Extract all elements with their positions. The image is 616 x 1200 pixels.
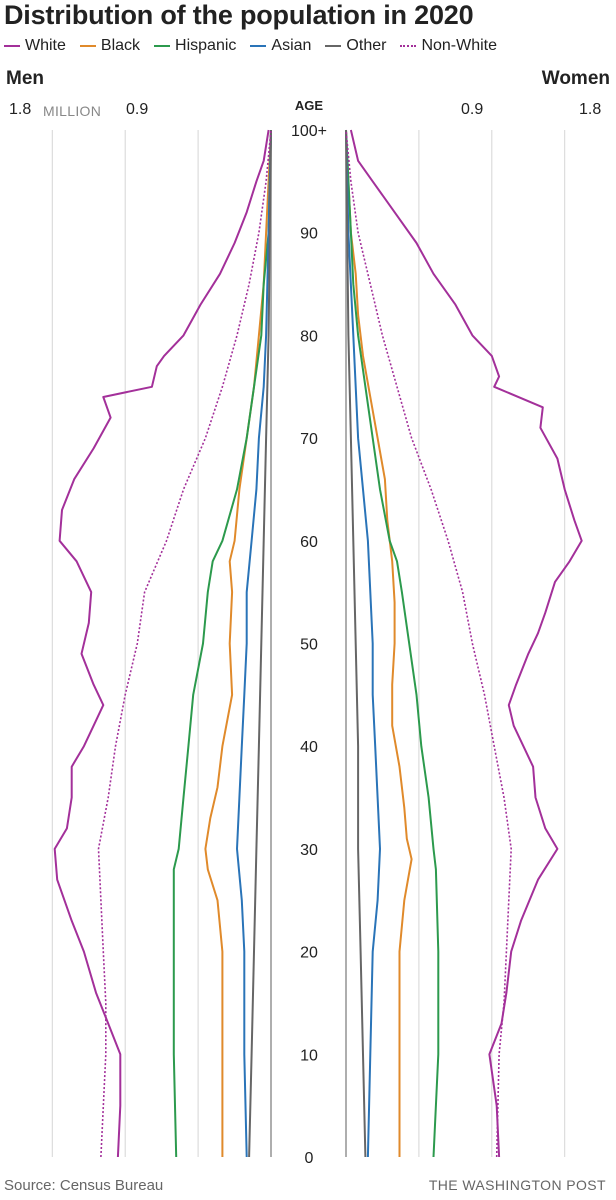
black-women-line [345,129,413,1157]
legend-label: Black [100,37,141,54]
gridlines [51,130,566,1157]
title-year: 2020 [414,0,474,30]
age-axis-label: AGE [294,98,324,113]
other-women-line [345,129,367,1158]
women-label: Women [541,68,610,89]
legend-label: Other [346,37,387,54]
other-men-line [248,129,272,1158]
age-tick-label: 90 [300,226,318,243]
legend-item-black: Black [79,37,141,55]
age-tick-label: 80 [300,328,318,345]
legend-swatch [4,45,20,47]
age-tick-label: 70 [300,431,318,448]
publisher-credit: THE WASHINGTON POST [428,1177,606,1193]
asian-men-line [236,129,272,1158]
age-tick-label: 10 [300,1047,318,1064]
age-tick-label: 30 [300,842,318,859]
source-note: Source: Census Bureau [4,1177,164,1194]
legend-swatch [325,45,342,47]
legend-item-non-white: Non-White [400,37,497,55]
hispanic-men-line [172,129,272,1158]
title-prefix: Distribution of the population in [4,0,415,30]
hispanic-women-line [345,129,440,1158]
legend-item-asian: Asian [250,37,311,55]
age-tick-label: 40 [300,739,318,756]
legend-item-other: Other [325,37,386,55]
age-tick-label: 100+ [291,123,327,140]
legend-swatch [154,45,171,47]
chart-title: Distribution of the population in 2020 [4,0,474,31]
legend-swatch [79,45,96,47]
asian-women-line [345,129,381,1158]
legend: White Black Hispanic Asian Other Non-White [4,37,614,55]
age-tick-label: 50 [300,637,318,654]
left-tick-0-9: 0.9 [126,101,149,118]
legend-swatch [400,45,417,47]
legend-label: Non-White [421,37,498,54]
age-tick-label: 0 [305,1150,314,1167]
black-men-line [204,129,272,1157]
right-tick-1-8: 1.8 [579,101,602,118]
age-tick-label: 60 [300,534,318,551]
unit-label: MILLION [43,103,102,119]
men-label: Men [6,68,44,89]
white-men-line [53,129,270,1158]
legend-item-hispanic: Hispanic [154,37,236,55]
legend-item-white: White [4,37,66,55]
legend-label: White [25,37,66,54]
legend-label: Hispanic [175,37,237,54]
right-tick-0-9: 0.9 [461,101,484,118]
left-tick-1-8: 1.8 [9,101,32,118]
white-women-line [349,129,583,1158]
legend-swatch [250,45,267,47]
age-tick-label: 20 [300,945,318,962]
legend-label: Asian [271,37,312,54]
